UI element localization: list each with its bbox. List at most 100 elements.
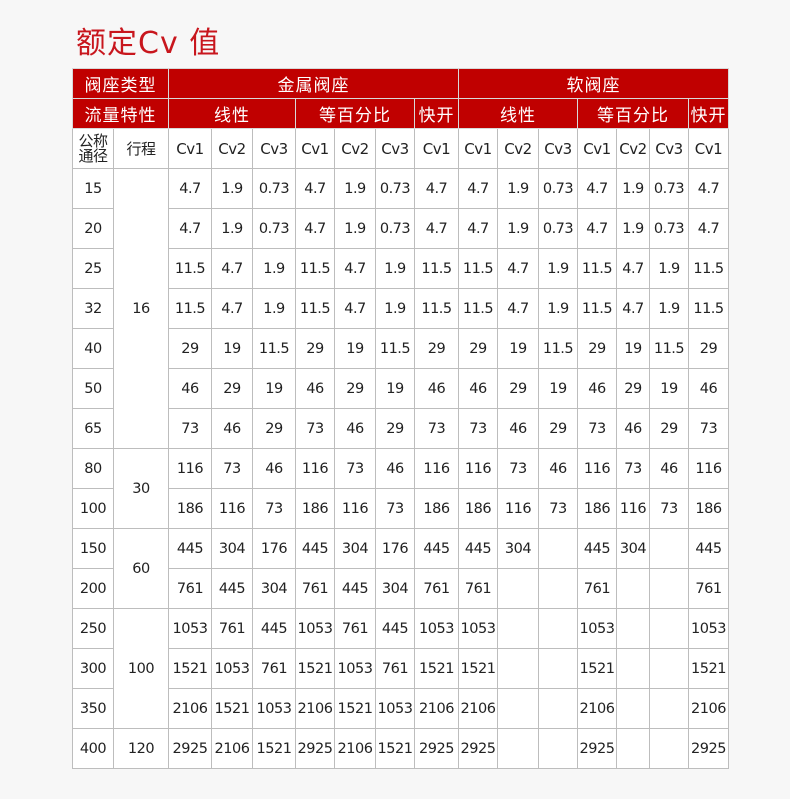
cv-value-cell: 0.73 xyxy=(538,208,578,249)
cv-value-cell: 116 xyxy=(497,488,539,529)
cv-value-cell: 19 xyxy=(616,328,650,369)
cv-value-cell: 29 xyxy=(497,368,539,409)
cv-value-cell xyxy=(538,528,578,569)
cv-value-cell: 11.5 xyxy=(577,288,617,329)
cv-value-cell: 29 xyxy=(211,368,253,409)
cv-value-cell: 11.5 xyxy=(375,328,415,369)
cv-value-cell: 11.5 xyxy=(168,288,212,329)
table-row: 25 11.5 4.7 1.9 11.5 4.7 1.9 11.5 11.5 4.7 1.9 11.5… xyxy=(72,248,729,289)
nominal-diameter-cell: 20 xyxy=(72,208,114,249)
cv-value-cell: 1053 xyxy=(375,688,415,729)
nominal-diameter-cell: 40 xyxy=(72,328,114,369)
cv-value-cell: 0.73 xyxy=(538,168,578,209)
cv-value-cell: 1521 xyxy=(375,728,415,769)
cv-value-cell: 19 xyxy=(375,368,415,409)
cv-value-cell: 1053 xyxy=(295,608,335,649)
cv-value-cell: 2106 xyxy=(577,688,617,729)
cv-value-cell: 46 xyxy=(375,448,415,489)
page-title: 额定Cv 值 xyxy=(76,26,221,61)
cv-value-cell: 73 xyxy=(211,448,253,489)
cv-column-header: Cv1 xyxy=(168,128,212,169)
cv-value-cell: 116 xyxy=(414,448,459,489)
cv-value-cell: 2106 xyxy=(211,728,253,769)
stroke-cell: 60 xyxy=(113,528,169,609)
cv-value-cell: 1.9 xyxy=(538,248,578,289)
cv-value-cell: 1.9 xyxy=(616,168,650,209)
nominal-diameter-cell: 25 xyxy=(72,248,114,289)
cv-value-cell: 73 xyxy=(577,408,617,449)
stroke-cell: 100 xyxy=(113,608,169,729)
cv-value-cell: 73 xyxy=(334,448,376,489)
cv-value-cell: 176 xyxy=(252,528,296,569)
cv-value-cell: 0.73 xyxy=(375,168,415,209)
cv-value-cell xyxy=(649,528,689,569)
cv-value-cell: 73 xyxy=(649,488,689,529)
cv-value-cell: 1.9 xyxy=(375,248,415,289)
cv-column-header: Cv2 xyxy=(497,128,539,169)
cv-value-cell: 46 xyxy=(616,408,650,449)
cv-value-cell: 2925 xyxy=(577,728,617,769)
cv-value-cell: 116 xyxy=(458,448,498,489)
cv-column-header: Cv2 xyxy=(616,128,650,169)
cv-column-header: Cv1 xyxy=(295,128,335,169)
cv-value-cell: 1.9 xyxy=(497,208,539,249)
cv-value-cell: 186 xyxy=(577,488,617,529)
cv-value-cell: 11.5 xyxy=(458,288,498,329)
cv-value-cell: 761 xyxy=(688,568,729,609)
cv-value-cell: 4.7 xyxy=(168,168,212,209)
cv-value-cell: 445 xyxy=(375,608,415,649)
cv-value-cell: 1521 xyxy=(414,648,459,689)
nominal-diameter-cell: 50 xyxy=(72,368,114,409)
nominal-diameter-cell: 65 xyxy=(72,408,114,449)
cv-value-cell: 304 xyxy=(497,528,539,569)
soft-equal-percent-header: 等百分比 xyxy=(577,98,689,129)
cv-value-cell xyxy=(649,568,689,609)
cv-value-cell: 46 xyxy=(168,368,212,409)
cv-value-cell: 73 xyxy=(295,408,335,449)
table-row: 150 60 445 304 176 445 304 176 445 445 304 445 304 44… xyxy=(72,528,729,609)
cv-value-cell: 11.5 xyxy=(414,288,459,329)
cv-value-cell: 46 xyxy=(211,408,253,449)
cv-column-header: Cv1 xyxy=(458,128,498,169)
cv-value-cell: 11.5 xyxy=(414,248,459,289)
cv-value-cell: 761 xyxy=(211,608,253,649)
cv-value-cell: 1.9 xyxy=(252,288,296,329)
flow-characteristic-label: 流量特性 xyxy=(72,98,169,129)
cv-value-cell: 116 xyxy=(295,448,335,489)
cv-value-cell: 4.7 xyxy=(497,248,539,289)
nominal-diameter-header: 公称通径 xyxy=(72,128,114,169)
cv-value-cell: 19 xyxy=(252,368,296,409)
cv-value-cell: 1053 xyxy=(211,648,253,689)
cv-value-cell: 11.5 xyxy=(168,248,212,289)
cv-value-cell: 761 xyxy=(295,568,335,609)
cv-value-cell: 19 xyxy=(334,328,376,369)
cv-value-cell xyxy=(497,648,539,689)
cv-value-cell: 445 xyxy=(295,528,335,569)
cv-value-cell: 0.73 xyxy=(649,168,689,209)
cv-value-cell: 445 xyxy=(688,528,729,569)
cv-value-cell: 19 xyxy=(211,328,253,369)
cv-value-cell: 116 xyxy=(168,448,212,489)
stroke-cell: 30 xyxy=(113,448,169,529)
seat-type-row: 阀座类型 金属阀座 软阀座 xyxy=(72,68,729,99)
cv-value-cell: 761 xyxy=(414,568,459,609)
cv-value-cell: 46 xyxy=(295,368,335,409)
cv-value-cell: 116 xyxy=(616,488,650,529)
nominal-diameter-cell: 400 xyxy=(72,728,114,769)
cv-column-header: Cv3 xyxy=(252,128,296,169)
cv-value-cell: 4.7 xyxy=(458,168,498,209)
cv-value-cell: 1521 xyxy=(334,688,376,729)
cv-value-cell: 2925 xyxy=(168,728,212,769)
table-row: 15 16 4.7 1.9 0.73 4.7 1.9 0.73 4.7 4.7 1.9 0.73 4.7… xyxy=(72,168,729,449)
cv-value-cell xyxy=(497,568,539,609)
stroke-cell: 16 xyxy=(113,168,169,449)
cv-value-cell: 46 xyxy=(252,448,296,489)
cv-value-cell: 4.7 xyxy=(688,208,729,249)
cv-value-cell xyxy=(616,608,650,649)
cv-value-cell: 19 xyxy=(538,368,578,409)
cv-column-header: Cv1 xyxy=(577,128,617,169)
cv-value-cell: 186 xyxy=(168,488,212,529)
cv-value-cell xyxy=(497,608,539,649)
cv-value-cell: 1521 xyxy=(688,648,729,689)
cv-value-cell: 11.5 xyxy=(649,328,689,369)
